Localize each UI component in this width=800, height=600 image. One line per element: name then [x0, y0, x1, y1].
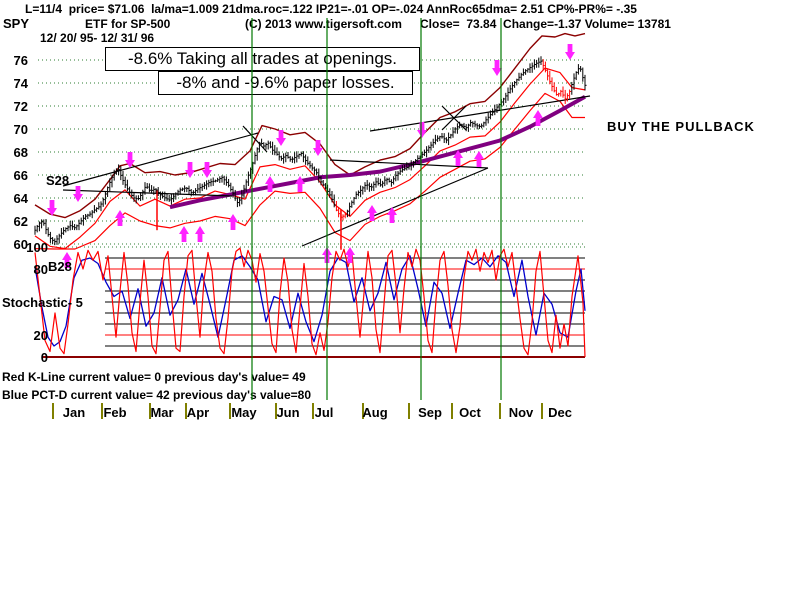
buy-arrow-icon — [195, 226, 206, 242]
stoch-axis-label: 0 — [40, 350, 48, 365]
sell-arrow-icon — [73, 186, 83, 202]
indicator-name: Stochastic- 5 — [2, 295, 83, 310]
stoch-axis-label: 80 — [33, 262, 48, 277]
buy-arrow-icon — [474, 151, 484, 167]
sell-arrow-icon — [313, 140, 323, 156]
month-label-nov: Nov — [508, 405, 534, 420]
price-axis-label: 70 — [13, 122, 28, 137]
trendline — [301, 167, 489, 247]
annotation-openings-text: -8.6% Taking all trades at openings. — [127, 49, 398, 68]
buy-arrow-icon — [115, 210, 125, 226]
trendline — [329, 159, 489, 169]
buy-pullback-note: BUY THE PULLBACK — [607, 119, 755, 134]
trendline — [62, 132, 259, 187]
sell-arrow-icon — [417, 122, 427, 138]
copyright-notice: (C) 2013 www.tigersoft.com — [245, 17, 402, 31]
sell-arrow-icon — [185, 162, 196, 178]
month-label-jan: Jan — [62, 405, 86, 420]
buy-arrow-icon — [367, 205, 377, 221]
month-label-aug: Aug — [362, 405, 388, 420]
price-axis-label: 74 — [13, 76, 28, 91]
date-range: 12/ 20/ 95- 12/ 31/ 96 — [40, 31, 155, 45]
price-axis-label: 76 — [13, 53, 28, 68]
price-axis-label: 68 — [13, 145, 28, 160]
month-label-feb: Feb — [103, 405, 127, 420]
etf-description: ETF for SP-500 — [85, 17, 171, 31]
buy-arrow-icon — [228, 214, 239, 230]
stochastic-k-line — [34, 247, 586, 358]
month-label-mar: Mar — [150, 405, 174, 420]
month-label-may: May — [231, 405, 257, 420]
indicator-header-line: L=11/4 price= $71.06 la/ma=1.009 21dma.r… — [25, 2, 637, 16]
buy-arrow-icon — [387, 207, 397, 223]
buy-arrow-icon — [453, 150, 463, 166]
close-change-volume: Close= 73.84 Change=-1.37 Volume= 13781 — [420, 17, 671, 31]
sell-arrow-icon — [492, 60, 502, 76]
mid-band-line — [34, 67, 586, 250]
buy-arrow-icon — [322, 247, 332, 263]
stoch-axis-label: 20 — [33, 328, 48, 343]
buy-arrow-icon — [265, 176, 275, 192]
purple-ma-line — [169, 95, 586, 210]
month-label-apr: Apr — [186, 405, 210, 420]
annotation-box-losses: -8% and -9.6% paper losses. — [158, 71, 413, 95]
sell-arrow-icon — [47, 200, 57, 216]
lower-band-line — [34, 92, 585, 250]
price-axis-label: 64 — [13, 191, 28, 206]
stoch-axis-label: 100 — [26, 240, 48, 255]
sell-arrow-icon — [565, 44, 575, 60]
buy-arrow-icon — [179, 226, 190, 242]
month-label-dec: Dec — [548, 405, 572, 420]
buy-arrow-icon — [533, 110, 543, 126]
buy-arrow-icon — [62, 252, 72, 268]
kline-readout: Red K-Line current value= 0 previous day… — [2, 370, 306, 384]
price-chart-canvas — [34, 32, 591, 419]
trendline — [369, 95, 591, 132]
buy-arrow-icon — [345, 247, 355, 263]
sell-arrow-icon — [276, 130, 286, 146]
trendline — [242, 125, 268, 153]
price-axis-label: 72 — [13, 99, 28, 114]
annotation-box-openings: -8.6% Taking all trades at openings. — [105, 47, 420, 71]
month-label-oct: Oct — [459, 405, 481, 420]
price-axis-label: 62 — [13, 214, 28, 229]
buy-signal-label: B28 — [48, 259, 72, 274]
price-axis-label: 66 — [13, 168, 28, 183]
month-label-sep: Sep — [418, 405, 442, 420]
sell-signal-label: S28 — [46, 173, 70, 188]
buy-arrow-icon — [295, 176, 305, 192]
annotation-losses-text: -8% and -9.6% paper losses. — [176, 73, 395, 92]
month-label-jun: Jun — [276, 405, 300, 420]
pctd-readout: Blue PCT-D current value= 42 previous da… — [2, 388, 311, 402]
sell-arrow-icon — [202, 162, 213, 178]
price-axis-label: 60 — [13, 237, 28, 252]
month-label-jul: Jul — [314, 405, 334, 420]
sell-arrow-icon — [125, 152, 135, 168]
upper-band-line — [34, 32, 586, 219]
trendline — [62, 189, 233, 197]
ticker-symbol: SPY — [3, 16, 30, 31]
